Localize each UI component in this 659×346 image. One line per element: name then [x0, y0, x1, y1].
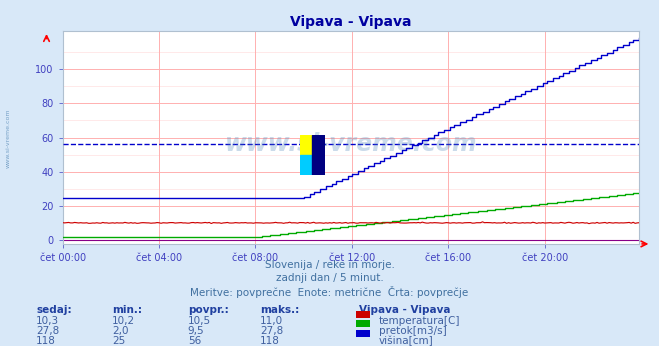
Text: 11,0: 11,0: [260, 316, 283, 326]
Bar: [356, 330, 370, 337]
Text: 27,8: 27,8: [36, 326, 59, 336]
Text: Meritve: povprečne  Enote: metrične  Črta: povprečje: Meritve: povprečne Enote: metrične Črta:…: [190, 286, 469, 299]
Bar: [300, 155, 312, 175]
Text: 118: 118: [260, 336, 280, 346]
Text: povpr.:: povpr.:: [188, 305, 229, 315]
Text: 27,8: 27,8: [260, 326, 283, 336]
Text: višina[cm]: višina[cm]: [379, 336, 434, 346]
Text: min.:: min.:: [112, 305, 142, 315]
Bar: [312, 135, 325, 175]
Text: Vipava - Vipava: Vipava - Vipava: [359, 305, 451, 315]
Text: 2,0: 2,0: [112, 326, 129, 336]
Text: 10,5: 10,5: [188, 316, 211, 326]
Text: zadnji dan / 5 minut.: zadnji dan / 5 minut.: [275, 273, 384, 283]
Bar: [300, 135, 312, 155]
Text: Slovenija / reke in morje.: Slovenija / reke in morje.: [264, 260, 395, 270]
Text: maks.:: maks.:: [260, 305, 300, 315]
Bar: [356, 320, 370, 327]
Text: 56: 56: [188, 336, 201, 346]
Text: 25: 25: [112, 336, 125, 346]
Title: Vipava - Vipava: Vipava - Vipava: [290, 15, 412, 29]
Text: www.si-vreme.com: www.si-vreme.com: [5, 109, 11, 168]
Text: 10,3: 10,3: [36, 316, 59, 326]
Bar: [356, 311, 370, 318]
Text: www.si-vreme.com: www.si-vreme.com: [225, 132, 477, 156]
Text: 118: 118: [36, 336, 56, 346]
Text: sedaj:: sedaj:: [36, 305, 72, 315]
Text: pretok[m3/s]: pretok[m3/s]: [379, 326, 447, 336]
Text: 9,5: 9,5: [188, 326, 204, 336]
Text: temperatura[C]: temperatura[C]: [379, 316, 461, 326]
Text: 10,2: 10,2: [112, 316, 135, 326]
